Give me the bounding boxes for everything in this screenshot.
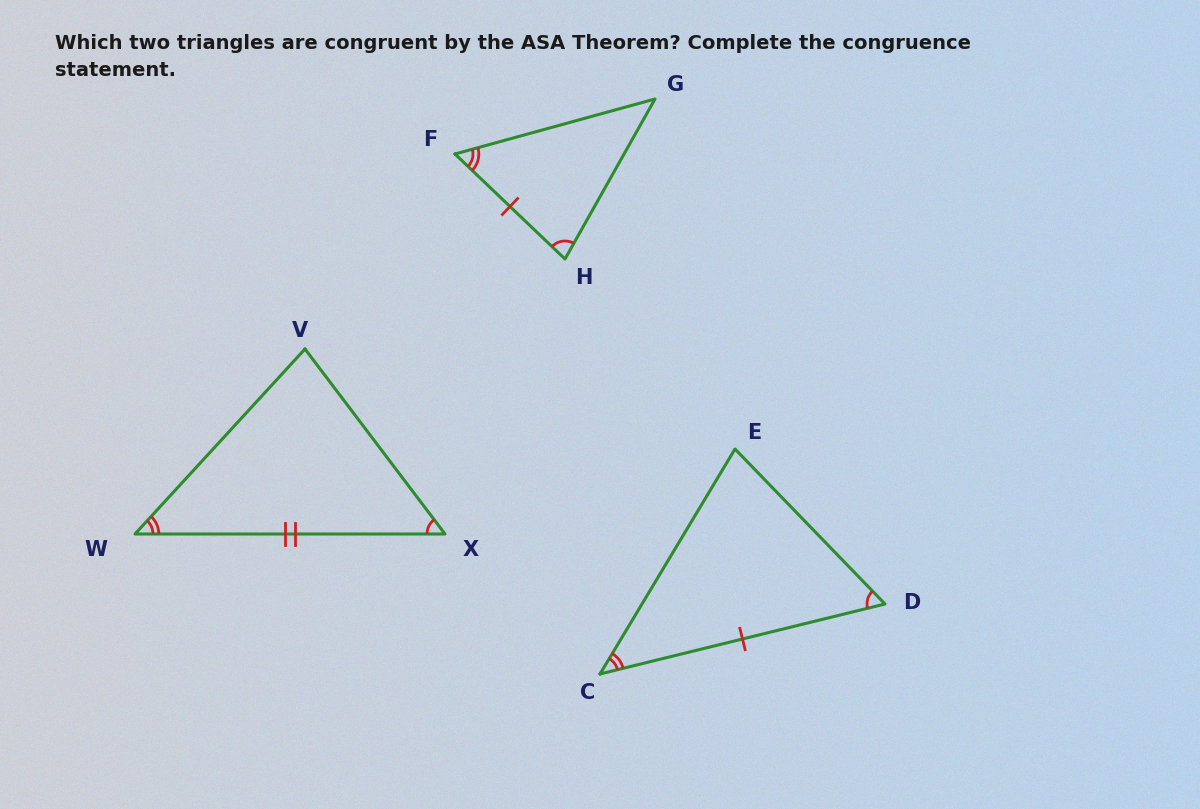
Text: G: G: [667, 75, 684, 95]
Text: H: H: [575, 268, 593, 288]
Text: V: V: [292, 321, 308, 341]
Text: E: E: [746, 423, 761, 443]
Text: Which two triangles are congruent by the ASA Theorem? Complete the congruence
st: Which two triangles are congruent by the…: [55, 34, 971, 79]
Text: X: X: [463, 540, 479, 560]
Text: F: F: [422, 130, 437, 150]
Text: C: C: [581, 683, 595, 703]
Text: W: W: [84, 540, 107, 560]
Text: D: D: [902, 593, 920, 613]
